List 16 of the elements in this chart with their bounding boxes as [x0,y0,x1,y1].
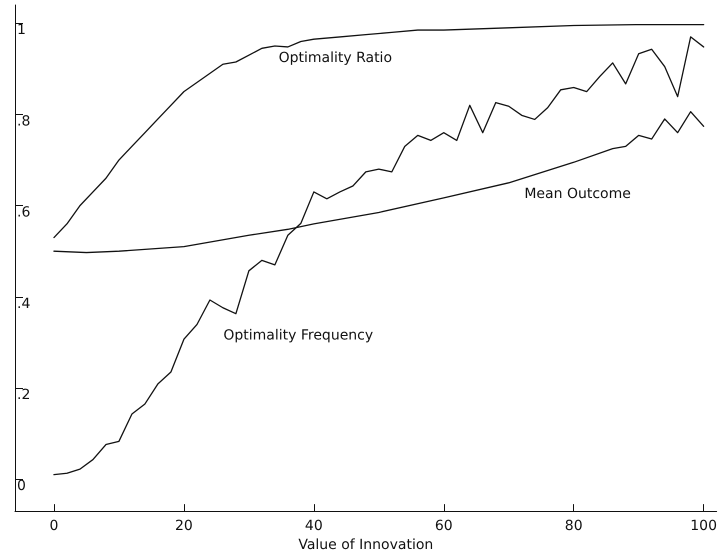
x-tick-label: 20 [174,518,193,534]
series-label: Optimality Ratio [278,50,392,66]
series-label: Mean Outcome [524,186,631,202]
x-tick-label: 100 [690,518,718,534]
x-tick-label: 80 [564,518,583,534]
x-axis-title: Value of Innovation [298,537,434,553]
y-tick-label: .4 [17,296,30,312]
y-tick-label: 0 [17,478,26,494]
x-tick-label: 60 [434,518,453,534]
y-tick-label: .8 [17,113,30,130]
series-label: Optimality Frequency [223,328,374,344]
y-tick-label: .2 [17,386,30,403]
y-tick-label: 1 [17,22,26,38]
y-tick-label: .6 [17,204,30,221]
x-tick-label: 40 [304,518,323,534]
x-tick-label: 0 [50,518,58,534]
